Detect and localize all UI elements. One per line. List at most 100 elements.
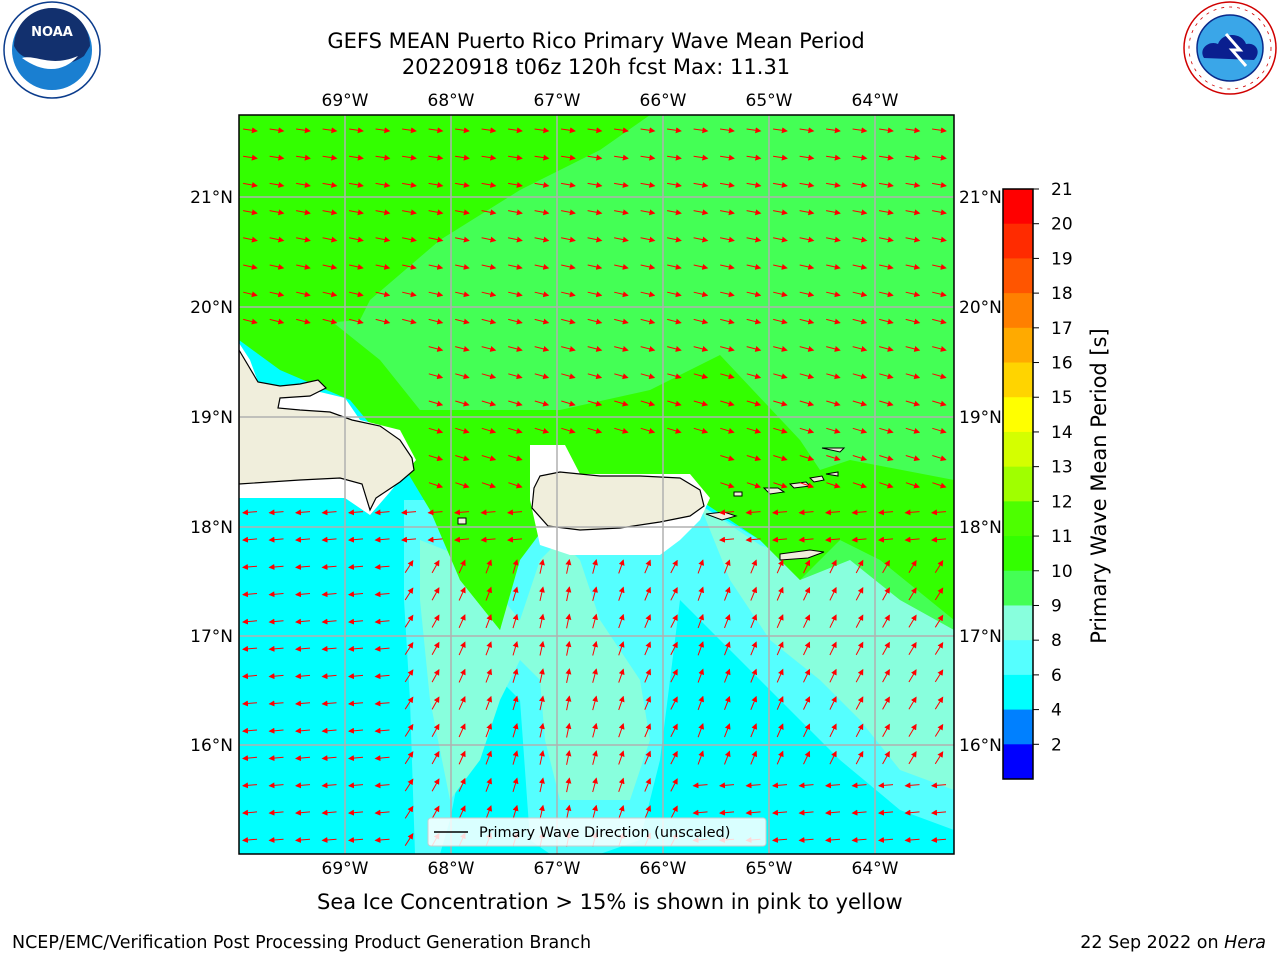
- wave-arrow: [773, 236, 788, 243]
- colorbar-tick-label: 12: [1051, 492, 1073, 512]
- wave-arrow: [512, 722, 519, 738]
- wave-arrow: [644, 750, 652, 765]
- wave-arrow: [773, 263, 788, 270]
- wave-arrow: [644, 641, 652, 656]
- wave-arrow: [644, 614, 652, 628]
- wave-arrow: [538, 586, 545, 602]
- wave-arrow: [349, 318, 364, 325]
- wave-arrow: [773, 209, 788, 216]
- wave-arrow: [932, 318, 947, 325]
- wave-arrow: [321, 618, 337, 625]
- wave-arrow: [565, 668, 572, 683]
- colorbar-tick-label: 15: [1051, 388, 1073, 408]
- footer-date-text: 22 Sep 2022 on: [1080, 933, 1225, 953]
- wave-arrow: [431, 559, 440, 574]
- colorbar-segment: [1003, 397, 1033, 433]
- wave-arrow: [882, 641, 890, 656]
- colorbar-segment: [1003, 258, 1033, 294]
- wave-arrow: [882, 587, 890, 601]
- colorbar-tick-label: 6: [1051, 666, 1062, 686]
- wave-arrow: [618, 613, 625, 629]
- wave-arrow: [534, 263, 550, 270]
- wave-arrow: [829, 641, 837, 656]
- wave-arrow: [799, 318, 815, 325]
- wave-arrow: [565, 640, 572, 656]
- wave-arrow: [458, 614, 466, 629]
- wave-arrow: [321, 673, 337, 680]
- wave-arrow: [321, 700, 337, 707]
- wave-arrow: [879, 236, 894, 243]
- wave-arrow: [269, 181, 285, 188]
- wave-arrow: [826, 400, 841, 407]
- wave-arrow: [798, 509, 814, 516]
- wave-arrow: [268, 673, 284, 680]
- wave-arrow: [243, 291, 258, 298]
- wave-arrow: [799, 127, 815, 134]
- wave-arrow: [882, 750, 890, 765]
- wave-arrow: [851, 809, 867, 816]
- wave-arrow: [268, 645, 284, 652]
- wave-arrow: [242, 700, 258, 707]
- wave-arrow: [879, 154, 894, 161]
- wave-arrow: [374, 645, 390, 652]
- wave-arrow: [852, 209, 868, 216]
- wave-arrow: [455, 455, 470, 462]
- wave-arrow: [428, 455, 444, 462]
- wave-arrow: [931, 509, 947, 516]
- wave-arrow: [402, 263, 417, 270]
- wave-arrow: [803, 696, 811, 710]
- colorbar-segment: [1003, 189, 1033, 225]
- wave-arrow: [720, 482, 735, 489]
- wave-arrow: [508, 263, 523, 270]
- wave-arrow: [776, 586, 784, 601]
- wave-arrow: [798, 809, 814, 816]
- wave-arrow: [512, 777, 519, 793]
- wave-arrow: [428, 427, 444, 434]
- wave-arrow: [374, 809, 390, 816]
- wave-arrow: [614, 318, 629, 325]
- wave-arrow: [879, 346, 894, 352]
- wave-arrow: [826, 291, 841, 298]
- noaa-logo-text: NOAA: [31, 25, 73, 40]
- wave-arrow: [803, 586, 811, 601]
- wave-arrow: [587, 346, 603, 352]
- wave-arrow: [618, 668, 625, 683]
- wave-arrow: [905, 154, 921, 161]
- wave-arrow: [773, 455, 788, 462]
- wave-arrow: [322, 154, 338, 161]
- colorbar-tick-label: 20: [1051, 215, 1073, 235]
- wave-arrow: [855, 750, 864, 765]
- wave-arrow: [644, 723, 652, 738]
- wave-arrow: [908, 641, 917, 655]
- colorbar-segment: [1003, 640, 1033, 676]
- wave-arrow: [428, 373, 444, 380]
- wave-arrow: [268, 836, 284, 843]
- wave-arrow: [565, 613, 572, 629]
- wave-arrow: [454, 509, 470, 516]
- wave-arrow: [404, 805, 414, 819]
- wave-arrow: [374, 836, 390, 843]
- wave-arrow: [481, 427, 497, 434]
- wave-arrow: [750, 586, 758, 601]
- wave-arrow: [852, 346, 868, 352]
- wave-arrow: [904, 809, 920, 816]
- wave-arrow: [776, 750, 784, 765]
- wave-arrow: [374, 509, 390, 516]
- wave-arrow: [931, 836, 947, 843]
- wave-arrow: [697, 750, 705, 765]
- wave-arrow: [428, 127, 444, 134]
- wave-arrow: [295, 700, 311, 707]
- wave-arrow: [295, 809, 311, 816]
- wave-arrow: [321, 727, 337, 734]
- wave-arrow: [565, 750, 572, 765]
- wave-arrow: [480, 536, 496, 543]
- wave-arrow: [640, 127, 656, 134]
- wave-arrow: [295, 645, 311, 652]
- wave-arrow: [618, 777, 625, 792]
- colorbar-segment: [1003, 605, 1033, 641]
- wave-arrow: [455, 181, 470, 188]
- wave-arrow: [825, 809, 841, 816]
- wave-arrow: [746, 154, 762, 161]
- wave-arrow: [485, 613, 493, 629]
- period-band-9-10-south: [420, 540, 650, 800]
